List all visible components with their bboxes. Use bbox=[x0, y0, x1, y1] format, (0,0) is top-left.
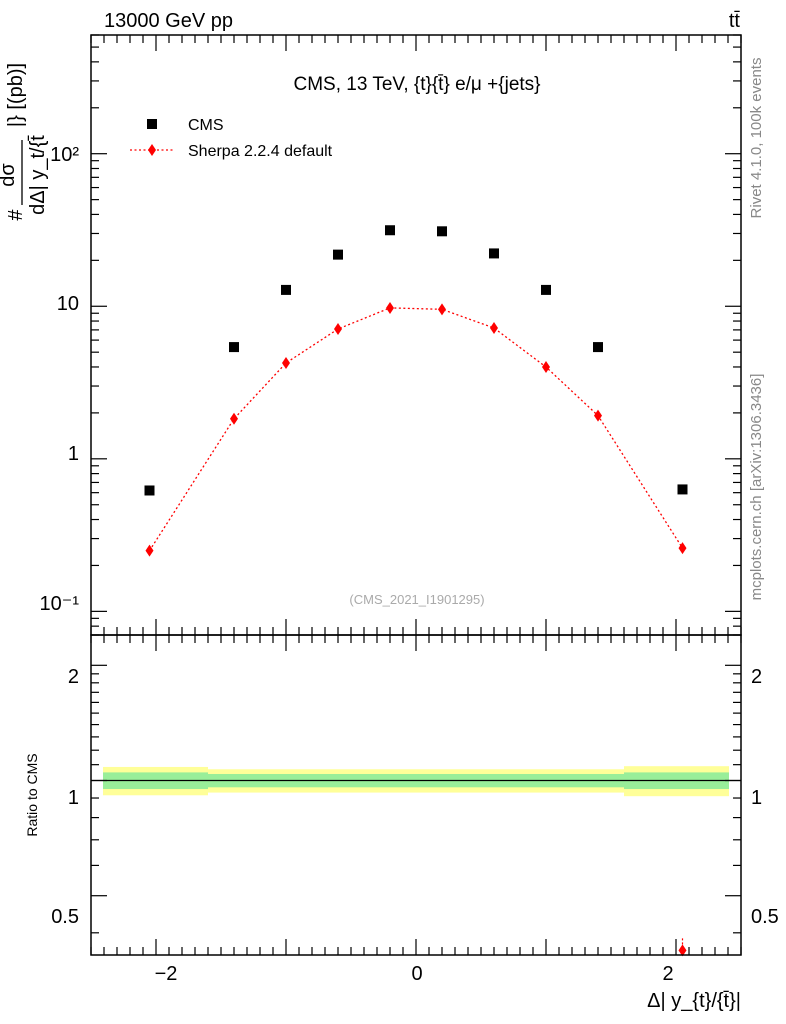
legend-sherpa-label: Sherpa 2.2.4 default bbox=[188, 143, 333, 160]
xlabel: Δ| y_{t}/{t̄}| bbox=[647, 990, 741, 1012]
sherpa-point bbox=[145, 544, 154, 557]
ratio-ytick-label: 0.5 bbox=[51, 906, 79, 928]
cms-point bbox=[333, 249, 343, 260]
ratio-ylabel: Ratio to CMS bbox=[24, 753, 40, 836]
xtick-label: 2 bbox=[662, 963, 673, 985]
process-label: 13000 GeV pp bbox=[104, 10, 233, 32]
main-ylabel-denominator: dΔ| y_t/{t̄ bbox=[27, 135, 49, 215]
main-ytick-label: 10⁻¹ bbox=[40, 593, 80, 615]
ratio-ytick-label-right: 2 bbox=[751, 666, 762, 688]
ratio-frame bbox=[90, 634, 742, 956]
main-ylabel: # dσ dΔ| y_t/{t̄ |} [(pb)] bbox=[0, 63, 49, 221]
ratio-panel: 0.5 1 2 0.5 1 2 −2 0 2 Ratio to CMS Δ| y… bbox=[24, 634, 779, 1012]
legend: CMS Sherpa 2.2.4 default bbox=[130, 117, 333, 160]
main-ytick-label: 1 bbox=[68, 443, 79, 465]
cms-point bbox=[144, 485, 155, 496]
sherpa-point bbox=[334, 322, 342, 335]
legend-cms-marker bbox=[147, 119, 157, 129]
ratio-marks bbox=[678, 938, 687, 957]
ratio-ytick-label: 2 bbox=[68, 666, 79, 688]
main-ticks bbox=[90, 34, 742, 636]
final-state-label: tt̄ bbox=[729, 10, 741, 32]
sherpa-point bbox=[678, 542, 687, 555]
sherpa-point bbox=[490, 322, 498, 335]
main-ytick-label: 10 bbox=[57, 293, 79, 315]
sherpa-point bbox=[230, 412, 238, 425]
main-marks bbox=[144, 225, 688, 557]
ratio-ytick-label-right: 1 bbox=[751, 787, 762, 809]
legend-cms-label: CMS bbox=[188, 117, 224, 134]
xtick-label: 0 bbox=[411, 963, 422, 985]
ratio-sherpa-point bbox=[678, 944, 687, 957]
cms-point bbox=[229, 342, 239, 353]
legend-sherpa-marker bbox=[148, 144, 156, 156]
ratio-ytick-label: 1 bbox=[68, 787, 79, 809]
sherpa-point bbox=[282, 356, 290, 369]
ratio-ytick-label-right: 0.5 bbox=[751, 906, 779, 928]
sherpa-point bbox=[438, 303, 446, 316]
main-ylabel-unit: |} [(pb)] bbox=[5, 63, 27, 127]
sherpa-point bbox=[594, 409, 602, 422]
cms-point bbox=[385, 225, 395, 236]
ratio-bands bbox=[103, 766, 729, 797]
cms-point bbox=[541, 284, 551, 295]
main-watermark: (CMS_2021_I1901295) bbox=[349, 592, 484, 607]
main-ylabel-prefix: # bbox=[5, 209, 27, 221]
rivet-label: Rivet 4.1.0, 100k events bbox=[748, 58, 765, 219]
sherpa-point bbox=[542, 360, 550, 373]
main-title: CMS, 13 TeV, {t}{t̄} e/μ +{jets} bbox=[293, 74, 540, 95]
cms-point bbox=[677, 484, 688, 495]
cms-point bbox=[281, 284, 291, 295]
source-label: mcplots.cern.ch [arXiv:1306.3436] bbox=[748, 374, 765, 601]
ratio-ticks bbox=[90, 635, 742, 955]
xtick-label: −2 bbox=[155, 963, 178, 985]
sherpa-point bbox=[386, 301, 394, 314]
cms-point bbox=[593, 342, 603, 353]
sherpa-curve bbox=[148, 307, 684, 552]
main-panel: CMS, 13 TeV, {t}{t̄} e/μ +{jets} (CMS_20… bbox=[0, 34, 742, 636]
main-ytick-label: 10² bbox=[50, 144, 79, 166]
cms-point bbox=[437, 226, 447, 237]
main-ylabel-numerator: dσ bbox=[0, 163, 19, 187]
cms-point bbox=[489, 248, 499, 259]
